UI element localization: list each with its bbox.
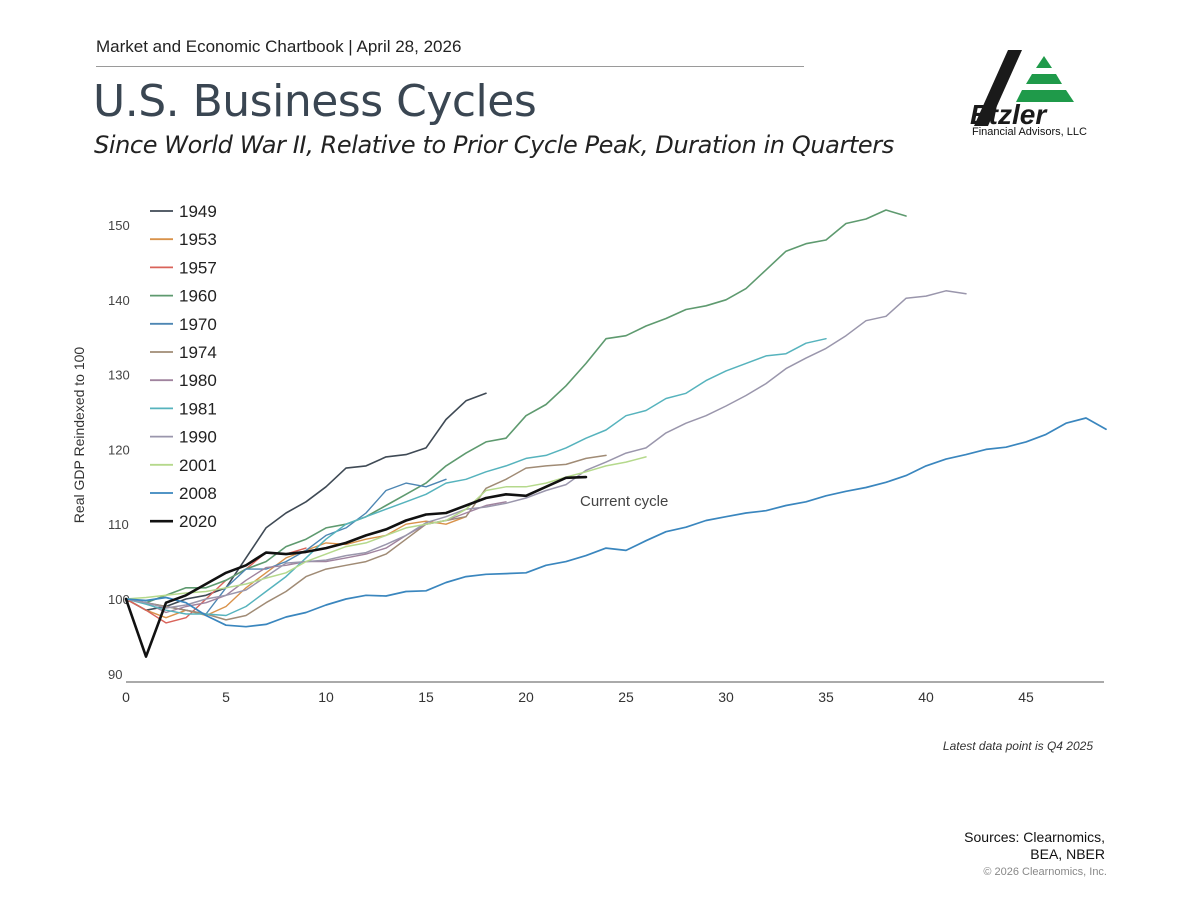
y-axis-label: Real GDP Reindexed to 100: [71, 347, 87, 524]
x-tick-label: 45: [1018, 689, 1034, 705]
logo-tagline: Financial Advisors, LLC: [972, 126, 1087, 138]
x-tick-label: 10: [318, 689, 334, 705]
x-tick-label: 30: [718, 689, 734, 705]
x-tick-label: 15: [418, 689, 434, 705]
x-tick-label: 35: [818, 689, 834, 705]
chartbook-header: Market and Economic Chartbook | April 28…: [96, 37, 462, 56]
legend-label-1974: 1974: [179, 343, 217, 362]
sources-line-2: BEA, NBER: [1030, 846, 1105, 862]
legend-label-2008: 2008: [179, 484, 217, 503]
page-subtitle: Since World War II, Relative to Prior Cy…: [94, 131, 894, 159]
legend-label-1953: 1953: [179, 230, 217, 249]
copyright: © 2026 Clearnomics, Inc.: [983, 866, 1107, 878]
y-tick-label: 130: [108, 368, 130, 383]
series-line-2008: [125, 417, 1107, 628]
legend-label-1990: 1990: [179, 428, 217, 447]
series-line-1949: [125, 392, 487, 612]
logo-triangle-mid: [1026, 74, 1062, 84]
logo-slash-shape: [974, 50, 1022, 126]
legend-label-1970: 1970: [179, 315, 217, 334]
legend-label-2020: 2020: [179, 512, 217, 531]
latest-data-footnote: Latest data point is Q4 2025: [942, 739, 1093, 753]
logo-triangle-top: [1036, 56, 1052, 68]
x-tick-label: 25: [618, 689, 634, 705]
page-title: U.S. Business Cycles: [93, 76, 537, 127]
header-divider: [96, 66, 804, 67]
legend-label-1981: 1981: [179, 399, 217, 418]
current-cycle-annotation: Current cycle: [580, 493, 668, 510]
x-tick-label: 0: [122, 689, 130, 705]
etzler-logo: Etzler: [970, 50, 1074, 130]
chart-series-lines: [124, 209, 1107, 658]
logo-triangle-low: [1016, 90, 1074, 102]
legend-label-1960: 1960: [179, 287, 217, 306]
series-line-2001: [125, 456, 647, 600]
legend-label-2001: 2001: [179, 456, 217, 475]
sources-note: Sources: Clearnomics, BEA, NBER: [964, 829, 1105, 863]
x-tick-label: 20: [518, 689, 534, 705]
x-tick-label: 5: [222, 689, 230, 705]
legend-label-1957: 1957: [179, 258, 217, 277]
y-tick-label: 110: [108, 517, 129, 532]
legend-label-1949: 1949: [179, 202, 217, 221]
x-tick-label: 40: [918, 689, 934, 705]
chart-axes: 0 5 10 15 20 25 30 35 40 45 90 100 110 120 130 140 150: [108, 218, 1104, 705]
y-tick-label: 120: [108, 442, 130, 457]
chart-legend: 1949 1953 1957 1960 1970 1974 1980 1981 1990 2001…: [150, 202, 217, 531]
series-line-1990: [125, 290, 967, 609]
sources-line-1: Sources: Clearnomics,: [964, 829, 1105, 845]
legend-label-1980: 1980: [179, 371, 217, 390]
logo-wordmark: Etzler: [970, 99, 1048, 130]
series-line-1960: [125, 209, 907, 604]
y-tick-label: 140: [108, 293, 130, 308]
series-line-1981: [125, 337, 827, 617]
series-line-2020: [124, 475, 588, 658]
y-tick-label: 100: [108, 592, 130, 607]
y-tick-label: 150: [108, 218, 130, 233]
y-tick-label: 90: [108, 667, 122, 682]
